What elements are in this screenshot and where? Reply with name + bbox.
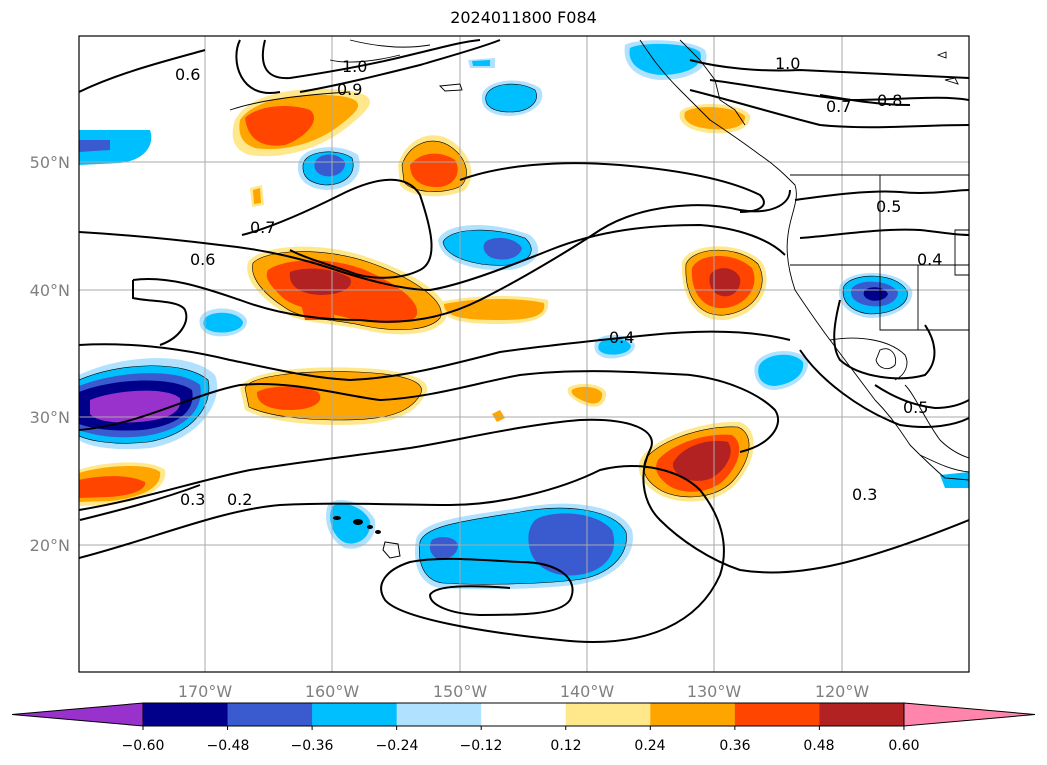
lat-label: 20°N xyxy=(30,536,70,555)
latitude-labels: 50°N 40°N 30°N 20°N xyxy=(30,153,70,555)
map-frame xyxy=(78,35,970,673)
isoline-label: 0.5 xyxy=(903,398,928,417)
map-area: 0.6 0.7 0.6 1.0 0.9 1.0 0.7 0.8 0.5 0.4 … xyxy=(79,36,969,672)
colorbar-extend-right xyxy=(903,702,1036,727)
lat-label: 40°N xyxy=(30,281,70,300)
negative-anomaly-west-purple xyxy=(90,390,181,423)
colorbar-segment xyxy=(565,703,651,726)
colorbar-segment xyxy=(481,703,567,726)
lat-label: 50°N xyxy=(30,153,70,172)
isoline-labels: 0.6 0.7 0.6 1.0 0.9 1.0 0.7 0.8 0.5 0.4 … xyxy=(175,54,942,509)
negative-anomaly-northwest xyxy=(79,130,152,165)
anomaly-fields xyxy=(79,40,969,590)
lat-label: 30°N xyxy=(30,408,70,427)
isoline-label: 0.6 xyxy=(175,65,200,84)
colorbar-segment xyxy=(734,703,820,726)
colorbar-tick: 0.60 xyxy=(888,738,919,754)
map-title: 2024011800 F084 xyxy=(450,8,597,27)
colorbar-segment xyxy=(650,703,736,726)
lon-label: 150°W xyxy=(433,682,488,701)
lon-label: 120°W xyxy=(815,682,870,701)
lon-label: 140°W xyxy=(560,682,615,701)
colorbar-tick: 0.12 xyxy=(550,738,581,754)
colorbar-tick: 0.48 xyxy=(803,738,834,754)
colorbar-tick: −0.12 xyxy=(460,738,503,754)
isoline-label: 0.2 xyxy=(227,490,252,509)
colorbar-frame xyxy=(142,702,905,727)
colorbar-tick: 0.24 xyxy=(634,738,665,754)
hawaii-islands xyxy=(333,516,401,559)
colorbar-segment xyxy=(396,703,482,726)
isoline-label: 0.7 xyxy=(826,97,851,116)
isoline-label: 0.4 xyxy=(917,250,942,269)
longitude-labels: 170°W 160°W 150°W 140°W 130°W 120°W xyxy=(178,682,870,701)
colorbar-tick: −0.48 xyxy=(207,738,250,754)
isoline-label: 0.7 xyxy=(250,218,275,237)
isoline-label: 0.3 xyxy=(180,490,205,509)
lon-label: 130°W xyxy=(687,682,742,701)
graticule xyxy=(79,36,969,672)
isoline-label: 0.8 xyxy=(877,91,902,110)
colorbar-segment xyxy=(143,703,229,726)
colorbar-tick: −0.24 xyxy=(376,738,419,754)
isoline-label: 0.5 xyxy=(876,197,901,216)
colorbar-tick: −0.36 xyxy=(291,738,334,754)
colorbar-tick: −0.60 xyxy=(122,738,165,754)
lon-label: 160°W xyxy=(305,682,360,701)
anomaly-edges xyxy=(79,83,908,585)
colorbar-segment xyxy=(227,703,313,726)
colorbar-extend-left xyxy=(11,702,144,727)
isoline-label: 1.0 xyxy=(342,57,367,76)
colorbar xyxy=(11,702,1036,730)
lon-label: 170°W xyxy=(178,682,233,701)
isolines xyxy=(79,39,969,643)
colorbar-segment xyxy=(819,703,905,726)
isoline-label: 0.9 xyxy=(337,80,362,99)
colorbar-tick: 0.36 xyxy=(719,738,750,754)
colorbar-segment xyxy=(312,703,398,726)
coastlines xyxy=(229,39,969,481)
isoline-label: 0.6 xyxy=(190,250,215,269)
isoline-label: 1.0 xyxy=(775,54,800,73)
colorbar-ticks: −0.60 −0.48 −0.36 −0.24 −0.12 0.12 0.24 … xyxy=(122,738,920,754)
isoline-label: 0.3 xyxy=(852,485,877,504)
isoline-label: 0.4 xyxy=(609,328,634,347)
